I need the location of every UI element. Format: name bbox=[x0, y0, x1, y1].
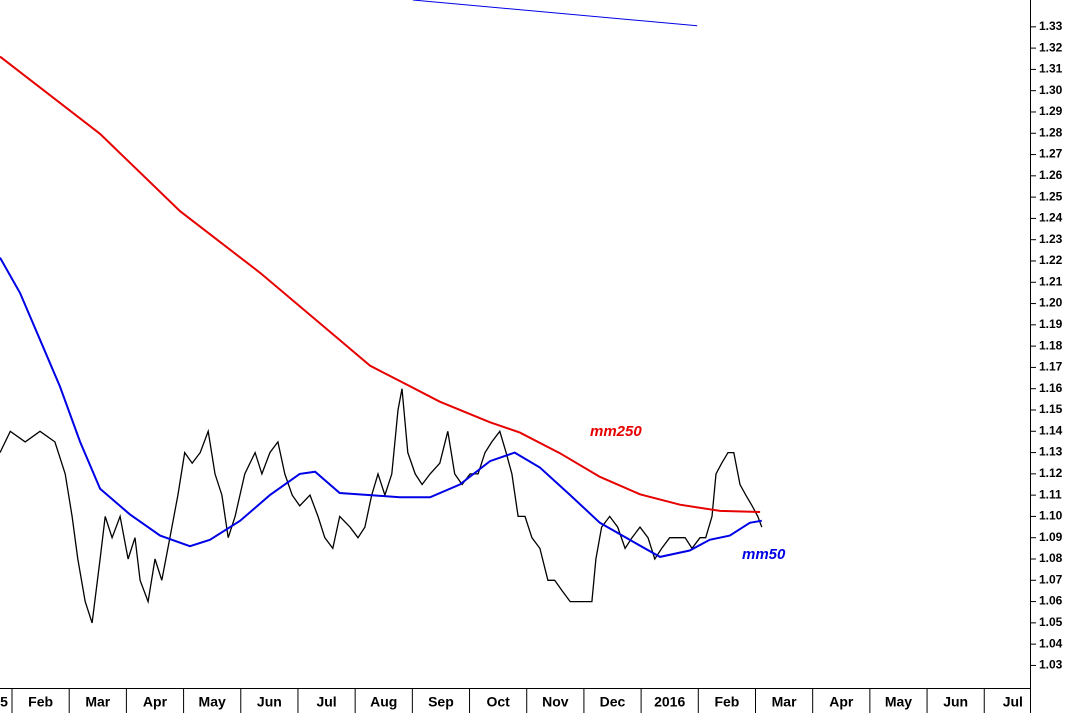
x-tick-label: May bbox=[885, 694, 912, 710]
x-tick-label: Jun bbox=[943, 694, 968, 710]
x-tick-label: Jul bbox=[1003, 694, 1023, 710]
y-tick-label: 1.10 bbox=[1039, 509, 1063, 523]
x-tick-label: Aug bbox=[370, 694, 397, 710]
y-tick-label: 1.06 bbox=[1039, 594, 1063, 608]
x-tick-label: Oct bbox=[486, 694, 510, 710]
y-tick-label: 1.31 bbox=[1039, 62, 1063, 76]
y-tick-label: 1.29 bbox=[1039, 104, 1063, 118]
x-tick-label: Apr bbox=[829, 694, 854, 710]
x-tick-label: Mar bbox=[85, 694, 110, 710]
y-tick-label: 1.18 bbox=[1039, 338, 1063, 352]
y-tick-label: 1.21 bbox=[1039, 274, 1063, 288]
y-tick-label: 1.11 bbox=[1039, 487, 1062, 501]
y-tick-label: 1.23 bbox=[1039, 232, 1063, 246]
y-tick-label: 1.27 bbox=[1039, 147, 1063, 161]
y-tick-label: 1.15 bbox=[1039, 402, 1063, 416]
series-label: mm50 bbox=[742, 546, 786, 563]
x-tick-label: May bbox=[199, 694, 226, 710]
y-tick-label: 1.24 bbox=[1039, 211, 1063, 225]
price-line bbox=[0, 388, 763, 624]
y-tick-label: 1.09 bbox=[1039, 530, 1063, 544]
x-tick-label: Mar bbox=[772, 694, 797, 710]
moving-average bbox=[0, 55, 761, 513]
y-tick-label: 1.13 bbox=[1039, 445, 1063, 459]
y-tick-label: 1.14 bbox=[1039, 423, 1063, 437]
x-tick-label: Sep bbox=[428, 694, 454, 710]
x-tick-label: Dec bbox=[600, 694, 626, 710]
x-tick-label: Feb bbox=[28, 694, 53, 710]
y-tick-label: 1.12 bbox=[1039, 466, 1063, 480]
x-tick-label: Jul bbox=[316, 694, 336, 710]
y-tick-label: 1.17 bbox=[1039, 360, 1063, 374]
y-tick-label: 1.33 bbox=[1039, 19, 1063, 33]
x-tick-label: 2016 bbox=[654, 694, 685, 710]
y-tick-label: 1.26 bbox=[1039, 168, 1063, 182]
x-tick-label: Nov bbox=[542, 694, 569, 710]
series-label: mm250 bbox=[590, 423, 642, 440]
y-tick-label: 1.30 bbox=[1039, 83, 1063, 97]
x-tick-label: Feb bbox=[714, 694, 739, 710]
y-tick-label: 1.20 bbox=[1039, 296, 1063, 310]
y-tick-label: 1.25 bbox=[1039, 189, 1063, 203]
y-tick-label: 1.07 bbox=[1039, 572, 1063, 586]
y-tick-label: 1.16 bbox=[1039, 381, 1063, 395]
y-tick-label: 1.32 bbox=[1039, 40, 1063, 54]
y-tick-label: 1.22 bbox=[1039, 253, 1063, 267]
moving-average bbox=[0, 257, 762, 558]
y-tick-label: 1.05 bbox=[1039, 615, 1063, 629]
x-tick-label: 5 bbox=[0, 694, 8, 710]
y-tick-label: 1.19 bbox=[1039, 317, 1063, 331]
y-tick-label: 1.03 bbox=[1039, 658, 1063, 672]
x-tick-label: Jun bbox=[257, 694, 282, 710]
x-tick-label: Apr bbox=[143, 694, 168, 710]
y-tick-label: 1.28 bbox=[1039, 125, 1063, 139]
y-tick-label: 1.08 bbox=[1039, 551, 1063, 565]
y-tick-label: 1.04 bbox=[1039, 636, 1063, 650]
trend-line bbox=[412, 0, 698, 27]
